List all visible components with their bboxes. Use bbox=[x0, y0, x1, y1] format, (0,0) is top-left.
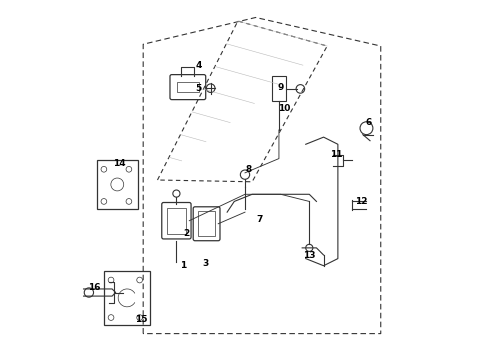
Bar bbox=[272, 76, 286, 102]
Bar bbox=[97, 160, 138, 208]
Bar bbox=[177, 82, 198, 93]
Text: 11: 11 bbox=[330, 150, 343, 159]
Text: 12: 12 bbox=[355, 197, 368, 206]
Text: 16: 16 bbox=[88, 283, 100, 292]
Bar bbox=[167, 208, 186, 234]
Text: 14: 14 bbox=[113, 159, 125, 168]
Text: 5: 5 bbox=[196, 84, 202, 93]
Text: 13: 13 bbox=[303, 251, 316, 260]
Text: 8: 8 bbox=[245, 165, 252, 174]
Text: 7: 7 bbox=[256, 215, 263, 224]
Text: 6: 6 bbox=[365, 118, 371, 127]
Bar bbox=[198, 211, 215, 236]
Text: 4: 4 bbox=[196, 61, 202, 70]
Text: 9: 9 bbox=[277, 83, 284, 92]
Bar bbox=[104, 271, 150, 325]
Text: 1: 1 bbox=[180, 261, 187, 270]
Text: 2: 2 bbox=[183, 229, 189, 238]
Text: 10: 10 bbox=[278, 104, 291, 113]
Text: 3: 3 bbox=[202, 260, 209, 269]
Text: 15: 15 bbox=[135, 315, 147, 324]
